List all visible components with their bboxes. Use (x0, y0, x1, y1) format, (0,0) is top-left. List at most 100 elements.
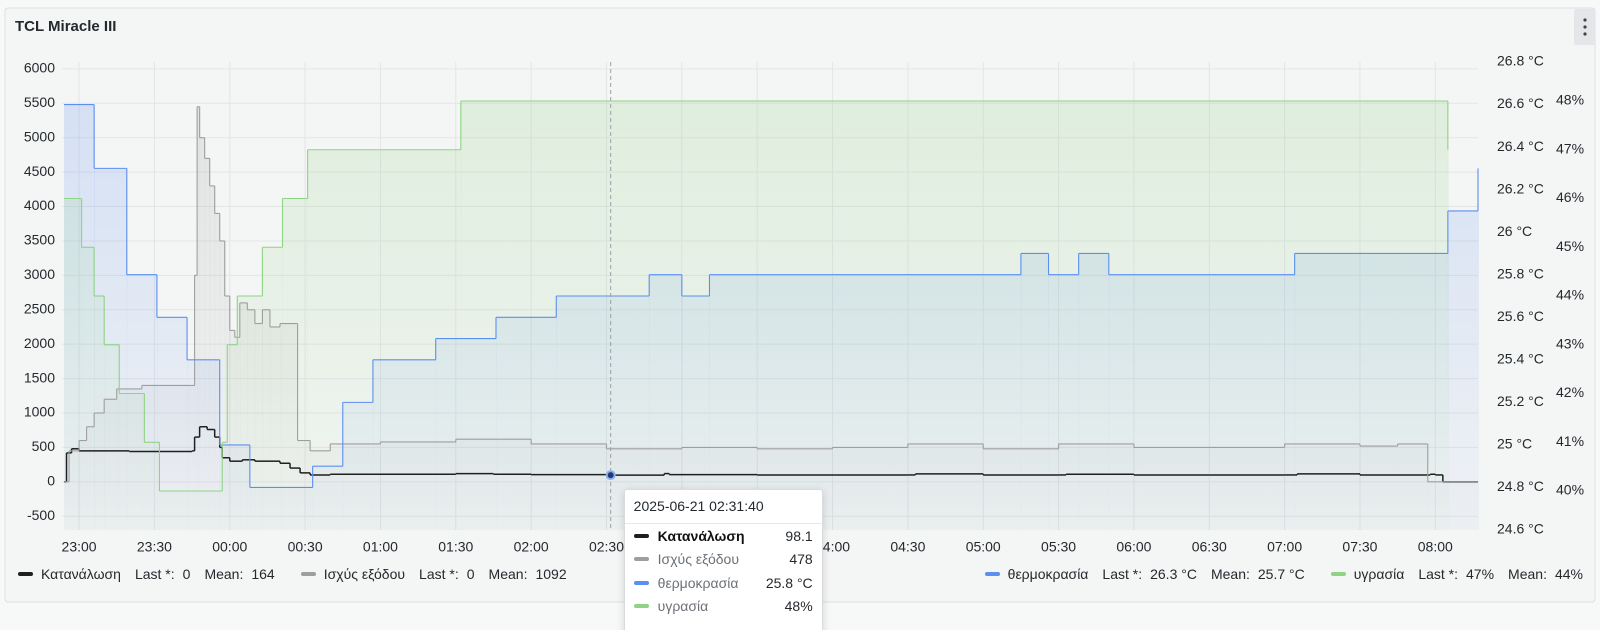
area-step (199, 137, 206, 531)
tooltip-marker (633, 580, 649, 585)
y-tick-label: 4500 (24, 163, 55, 179)
y-tick-label: 5500 (24, 94, 55, 110)
legend-stat-value: 0 (182, 566, 191, 582)
tooltip-time: 2025-06-21 02:31:40 (624, 490, 822, 524)
area-step (159, 491, 223, 530)
legend-stat-label: Last *: (1418, 566, 1459, 582)
y3-tick-label: 44% (1556, 287, 1584, 303)
tooltip-row: υγρασία 48% (625, 595, 822, 619)
legend-right: θερμοκρασία Last *: 26.3 °C Mean: 25.7 °C υγρ… (984, 566, 1583, 582)
tooltip-row: Κατανάλωση 98.1 (625, 524, 822, 548)
x-tick-label: 05:30 (1041, 539, 1076, 555)
area-fills (64, 101, 1479, 531)
x-tick-label: 07:30 (1342, 539, 1377, 555)
y-tick-label: 3500 (24, 232, 55, 248)
legend-stat-value: 26.3 °C (1150, 566, 1197, 582)
y2-tick-label: 25.2 °C (1497, 393, 1544, 409)
area-step (1478, 168, 1479, 530)
tooltip-marker (633, 604, 649, 609)
legend-stat-label: Mean: (1210, 566, 1250, 582)
tooltip: 2025-06-21 02:31:40 Κατανάλωση 98.1 Ισχύς … (623, 489, 823, 630)
x-tick-label: 02:30 (589, 539, 624, 555)
x-tick-label: 04:30 (890, 539, 925, 555)
legend-item[interactable]: Ισχύς εξόδου Last *: 0 Mean: 1092 (300, 566, 567, 582)
legend-name: θερμοκρασία (1007, 566, 1089, 582)
y2-tick-label: 25.6 °C (1497, 308, 1544, 324)
y3-tick-label: 42% (1556, 384, 1584, 400)
legend-marker (984, 572, 1000, 576)
x-tick-label: 23:00 (62, 539, 97, 555)
area-step (104, 344, 120, 530)
x-tick-label: 04:00 (815, 539, 850, 555)
x-tick-label: 07:00 (1267, 539, 1302, 555)
legend-name: Κατανάλωση (41, 566, 121, 582)
area-step (237, 296, 263, 530)
y3-tick-label: 48% (1556, 92, 1584, 108)
x-tick-label: 01:00 (363, 539, 398, 555)
x-tick-label: 06:00 (1116, 539, 1151, 555)
legend-stat-label: Mean: (204, 566, 244, 582)
panel-title: TCL Miracle III (15, 18, 116, 35)
area-step (227, 344, 238, 530)
y3-tick-label: 46% (1556, 189, 1584, 205)
y2-tick-label: 25 °C (1497, 436, 1532, 452)
area-step (204, 158, 211, 530)
tooltip-value: 98.1 (785, 527, 813, 544)
area-step (81, 247, 95, 530)
legend-stat-label: Last *: (419, 566, 459, 582)
y-tick-label: 1000 (24, 404, 55, 420)
legend-item[interactable]: θερμοκρασία Last *: 26.3 °C Mean: 25.7 °C (984, 566, 1305, 582)
x-tick-label: 00:00 (212, 539, 247, 555)
tooltip-row: Ισχύς εξόδου 478 (625, 548, 822, 572)
y-tick-label: 500 (32, 438, 56, 454)
legend-stat-value: 164 (251, 566, 275, 582)
area-step (144, 442, 160, 530)
legend-item[interactable]: Κατανάλωση Last *: 0 Mean: 164 (18, 566, 275, 582)
cursor-dot (605, 470, 616, 481)
tooltip-value: 48% (784, 598, 813, 615)
legend-item[interactable]: υγρασία Last *: 47% Mean: 44% (1330, 566, 1583, 582)
area-step (282, 198, 309, 530)
area-step (119, 393, 145, 530)
y3-tick-label: 43% (1556, 335, 1584, 351)
area-step (1447, 149, 1449, 530)
lines (64, 100, 1479, 492)
y2-tick-label: 24.8 °C (1497, 478, 1544, 494)
legend-name: υγρασία (1353, 566, 1405, 582)
y-tick-label: 0 (47, 473, 55, 489)
tooltip-value: 478 (789, 551, 813, 568)
tooltip-series-name: υγρασία (657, 598, 709, 615)
x-tick-label: 23:30 (137, 539, 172, 555)
y-tick-label: 1500 (24, 369, 55, 385)
legend-stat-value: 25.7 °C (1257, 566, 1305, 582)
area-step (64, 198, 83, 530)
panel-menu[interactable] (1574, 9, 1595, 45)
legend: Κατανάλωση Last *: 0 Mean: 164 Ισχύς εξόδου La… (18, 566, 1583, 582)
area-step (460, 101, 1449, 530)
area-step (307, 149, 462, 530)
tooltip-marker (633, 557, 649, 562)
y3-tick-label: 40% (1556, 482, 1584, 498)
x-tick-label: 00:30 (288, 539, 323, 555)
legend-stat-value: 0 (466, 566, 475, 582)
y2-tick-label: 26.4 °C (1497, 138, 1544, 154)
y3-tick-label: 45% (1556, 238, 1584, 254)
legend-stat-label: Mean: (1508, 566, 1547, 582)
legend-stat-label: Mean: (488, 566, 528, 582)
tooltip-value: 25.8 °C (765, 574, 813, 591)
legend-name: Ισχύς εξόδου (323, 566, 406, 582)
y-tick-label: 6000 (24, 60, 55, 76)
area-step (219, 240, 226, 531)
tooltip-series-name: Ισχύς εξόδου (657, 551, 739, 568)
y2-tick-label: 26.2 °C (1497, 180, 1544, 196)
y-tick-label: 3000 (24, 266, 55, 282)
x-tick-label: 02:00 (514, 539, 549, 555)
area-step (197, 106, 201, 530)
x-tick-label: 08:00 (1418, 539, 1453, 555)
legend-marker (18, 572, 33, 576)
x-tick-label: 01:30 (438, 539, 473, 555)
legend-marker (1330, 572, 1346, 576)
legend-stat-value: 1092 (535, 566, 567, 582)
